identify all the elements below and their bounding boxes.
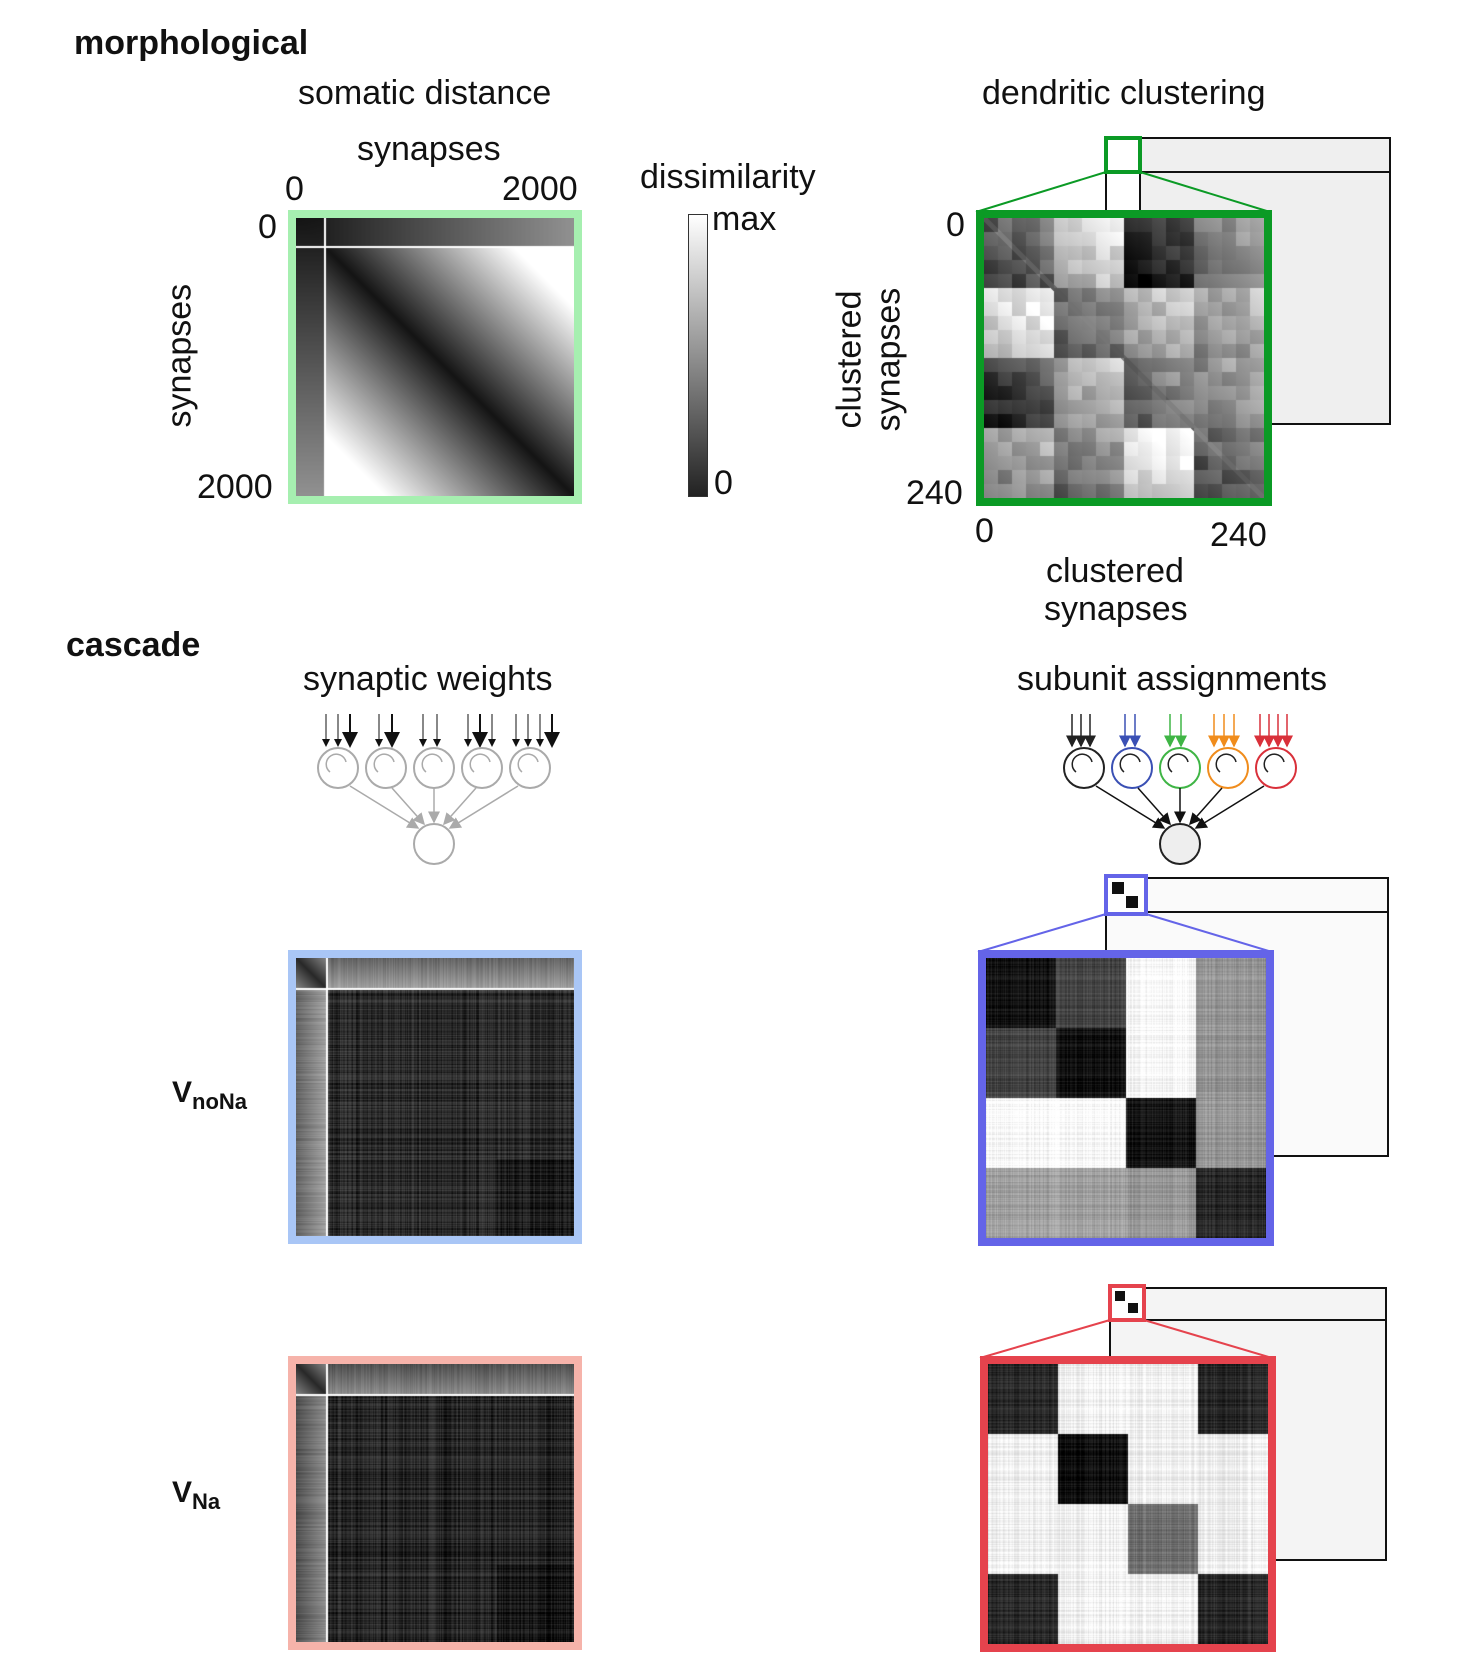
vna-weights-heatmap (296, 1364, 574, 1642)
row-label-vna-main: V (172, 1476, 193, 1509)
row-label-vna-sub: Na (192, 1489, 221, 1514)
colorbar (688, 214, 708, 497)
somatic-distance-title: somatic distance (298, 74, 552, 112)
section-label-morphological: morphological (74, 24, 309, 62)
row-label-vnona-main: V (172, 1076, 193, 1109)
section-label-cascade: cascade (66, 626, 201, 664)
dendritic-y-tick-start: 0 (946, 206, 965, 244)
somatic-distance-heatmap (296, 218, 574, 496)
dendritic-clustering-heatmap (984, 218, 1264, 498)
row-label-vnona-sub: noNa (192, 1089, 248, 1114)
vna-subunit-heatmap (988, 1364, 1268, 1644)
synaptic-weights-title: synaptic weights (303, 660, 553, 698)
vnona-subunit-matrix (978, 950, 1274, 1246)
vnona-subunit-heatmap (986, 958, 1266, 1238)
row-label-vna: VNa (172, 1476, 220, 1515)
somatic-distance-matrix (288, 210, 582, 504)
vna-zoom-box (1108, 1284, 1146, 1322)
dendritic-zoom-box (1104, 136, 1142, 174)
dendritic-x-axis-label-line2: synapses (1044, 590, 1188, 628)
dendritic-x-tick-end: 240 (1210, 516, 1267, 554)
dendritic-y-tick-end: 240 (906, 474, 963, 512)
somatic-x-tick-end: 2000 (502, 170, 578, 208)
subunit-assignments-title: subunit assignments (1017, 660, 1327, 698)
dendritic-clustering-title: dendritic clustering (982, 74, 1266, 112)
dendritic-x-tick-start: 0 (975, 512, 994, 550)
somatic-x-axis-label: synapses (357, 130, 501, 168)
somatic-x-tick-start: 0 (285, 170, 304, 208)
vnona-weights-matrix (288, 950, 582, 1244)
row-label-vnona: VnoNa (172, 1076, 247, 1115)
colorbar-min-label: 0 (714, 464, 733, 502)
dendritic-clustering-matrix (976, 210, 1272, 506)
dendritic-x-axis-label-line1: clustered (1046, 552, 1184, 590)
subunit-assignments-network-diagram (1063, 714, 1297, 865)
synaptic-weights-network-diagram (317, 714, 560, 865)
vna-weights-matrix (288, 1356, 582, 1650)
vnona-weights-heatmap (296, 958, 574, 1236)
colorbar-max-label: max (712, 200, 777, 238)
somatic-y-tick-end: 2000 (197, 468, 273, 506)
colorbar-title: dissimilarity (640, 158, 816, 196)
somatic-y-tick-start: 0 (258, 208, 277, 246)
vna-subunit-matrix (980, 1356, 1276, 1652)
